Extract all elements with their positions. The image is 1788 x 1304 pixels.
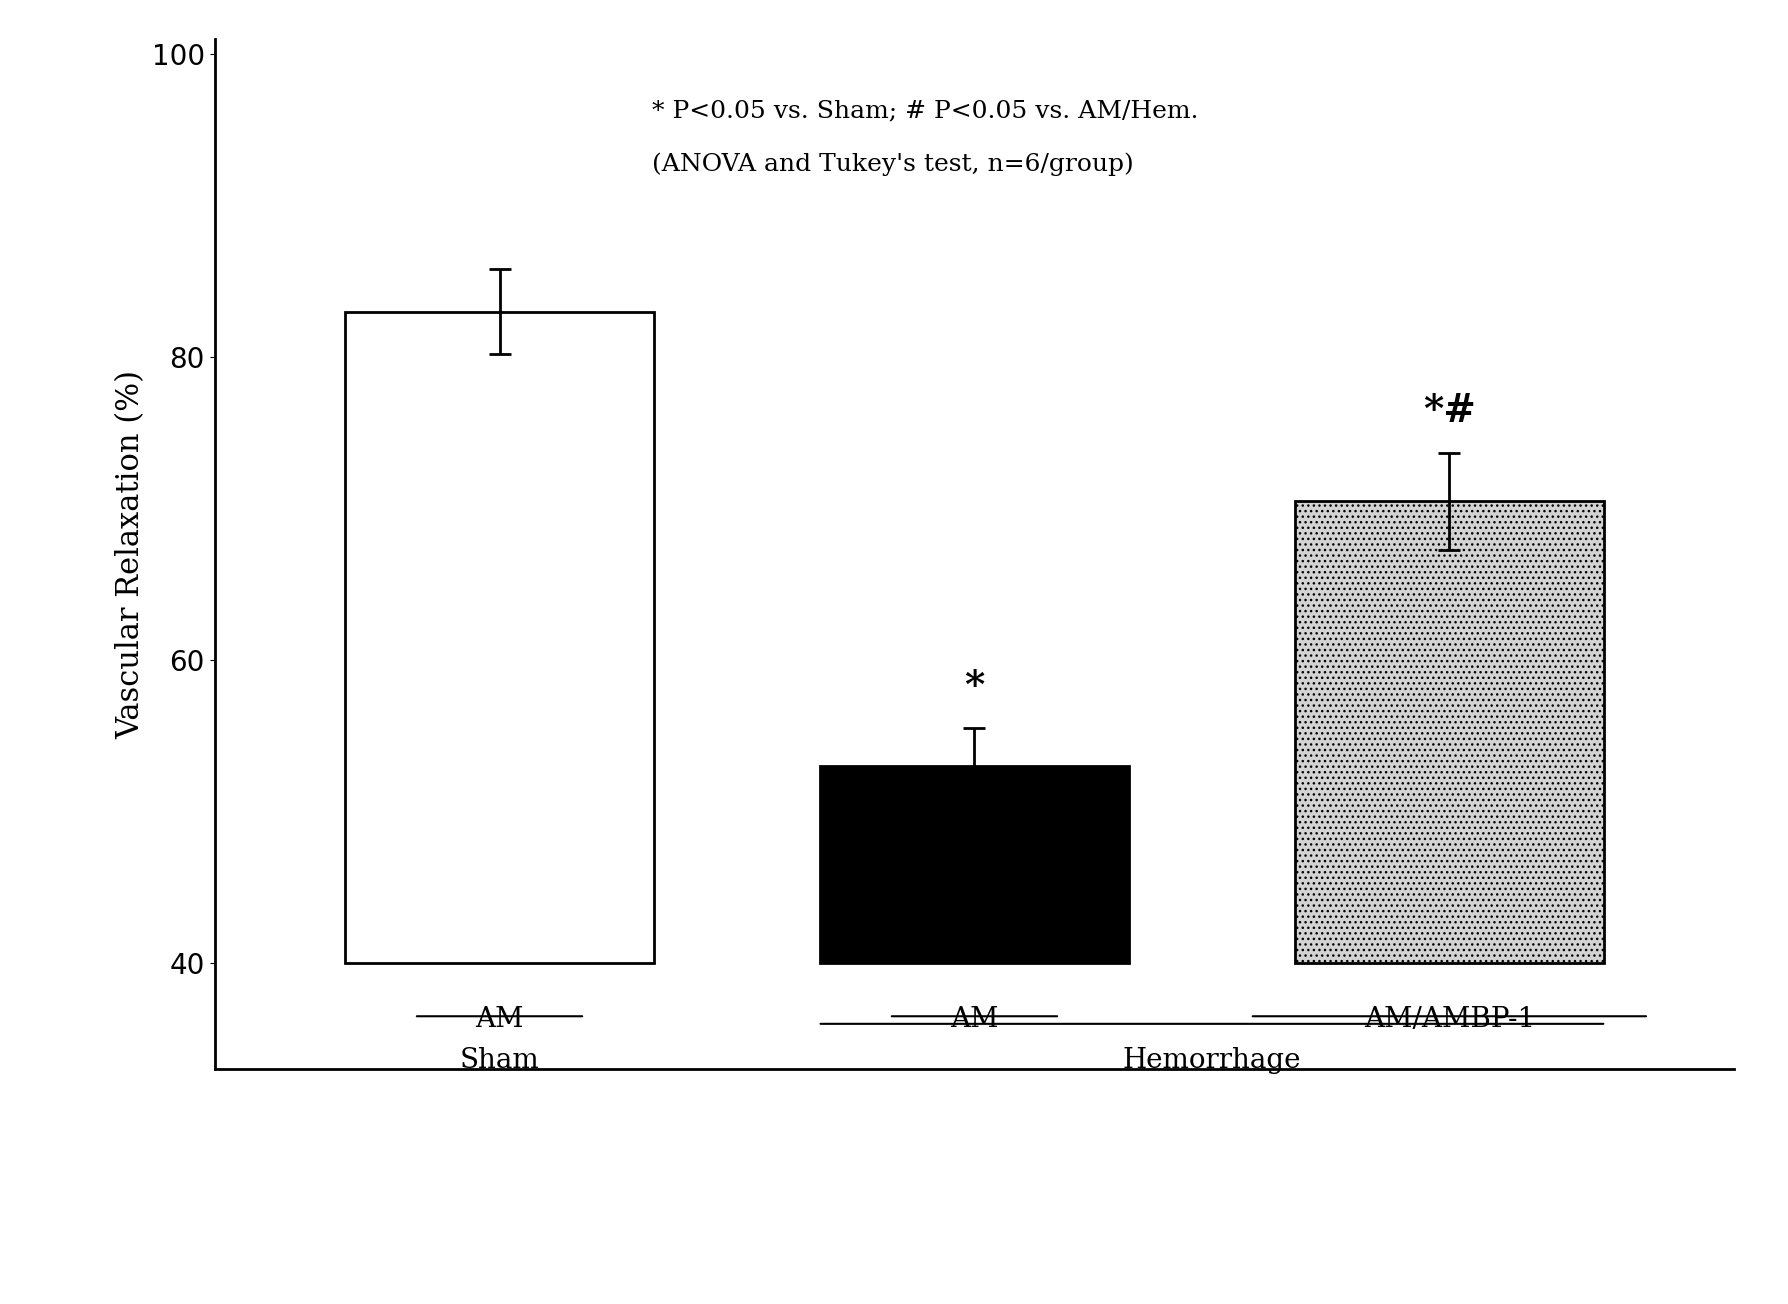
- Text: AM: AM: [476, 1005, 524, 1033]
- Text: AM/AMBP-1: AM/AMBP-1: [1364, 1005, 1536, 1033]
- Text: *: *: [964, 668, 985, 705]
- Y-axis label: Vascular Relaxation (%): Vascular Relaxation (%): [114, 370, 147, 738]
- Bar: [1295, 501, 1604, 964]
- Text: *#: *#: [1423, 393, 1475, 430]
- Bar: [821, 767, 1128, 964]
- Text: (ANOVA and Tukey's test, n=6/group): (ANOVA and Tukey's test, n=6/group): [651, 153, 1134, 176]
- Text: Hemorrhage: Hemorrhage: [1123, 1047, 1302, 1073]
- Text: Sham: Sham: [460, 1047, 540, 1073]
- Bar: [345, 312, 654, 964]
- Text: AM: AM: [949, 1005, 999, 1033]
- Text: * P<0.05 vs. Sham; # P<0.05 vs. AM/Hem.: * P<0.05 vs. Sham; # P<0.05 vs. AM/Hem.: [651, 99, 1198, 123]
